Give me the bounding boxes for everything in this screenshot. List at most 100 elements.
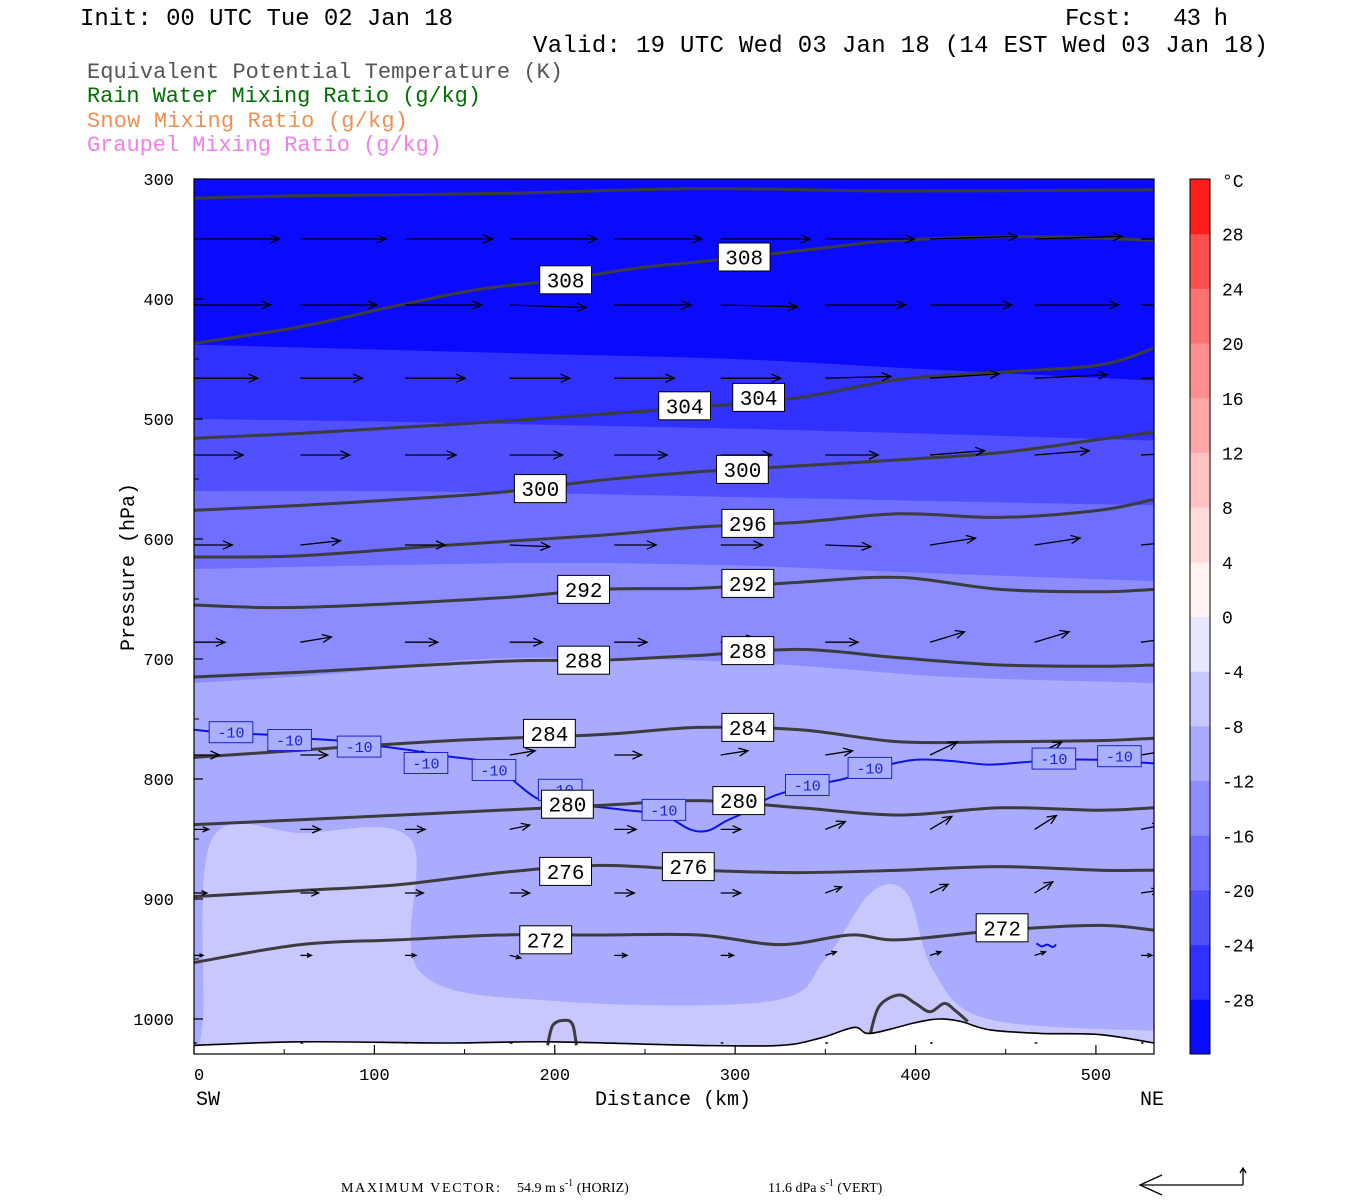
isotherm-label-text: -10 — [856, 761, 883, 778]
wind-vector-head — [1070, 534, 1082, 545]
isotherm-label-text: -10 — [412, 756, 439, 773]
y-tick-label: 800 — [143, 772, 174, 791]
wind-vector-head — [771, 373, 783, 383]
isotherm-label: -10 — [208, 721, 254, 744]
wind-vector-head — [930, 1042, 934, 1044]
max-vector-vertical: 11.6 dPa s-1 (VERT) — [768, 1178, 883, 1196]
wind-vector-head — [533, 637, 545, 647]
max-vector-horizontal: 54.9 m s-1 (HORIZ) — [517, 1178, 629, 1196]
wind-vector — [825, 234, 917, 244]
wind-vector-head — [831, 950, 838, 956]
wind-vector-head — [520, 822, 532, 832]
x-axis-left-end-label: SW — [196, 1089, 220, 1112]
theta-e-label-box — [721, 568, 775, 598]
wind-vector — [1140, 453, 1154, 456]
wind-vector — [720, 373, 783, 383]
wind-vector — [405, 373, 467, 383]
wind-vector-head — [1046, 814, 1058, 825]
wind-vector-shaft — [1034, 631, 1070, 643]
isotherm-label-text: -10 — [1040, 752, 1067, 769]
wind-vector-head — [732, 888, 743, 898]
wind-vector-head — [868, 450, 880, 460]
x-tick-label: 200 — [539, 1067, 570, 1086]
theta-e-label-text: 276 — [547, 863, 585, 886]
wind-vector — [1141, 1042, 1145, 1044]
max-vector-horizontal-value: 54.9 m s — [517, 1181, 565, 1196]
wind-vector-shaft — [1140, 639, 1154, 643]
wind-vector-head — [435, 540, 447, 550]
wind-vector-shaft — [825, 375, 891, 379]
max-vector-vertical-tag: (VERT) — [834, 1181, 883, 1196]
theta-e-contour — [194, 497, 1154, 559]
wind-vector-head — [721, 1042, 724, 1044]
wind-vector-head — [632, 750, 644, 760]
theta-e-label-text: 276 — [669, 858, 707, 881]
wind-vector — [825, 1042, 829, 1044]
wind-vector — [300, 825, 323, 834]
reference-vector-head — [1138, 1174, 1163, 1196]
wind-vector-head — [405, 1042, 409, 1044]
wind-vector-head — [194, 1042, 198, 1044]
theta-e-label-box — [716, 454, 769, 484]
theta-e-label: 308 — [539, 265, 593, 294]
wind-vector — [1140, 543, 1154, 546]
wind-vector — [194, 373, 260, 383]
terrain-fill — [194, 1018, 1154, 1054]
wind-vector-head — [340, 450, 352, 460]
wind-vector-head — [732, 825, 743, 834]
theta-e-label: 272 — [519, 925, 573, 955]
colorbar-tick-label: 0 — [1222, 610, 1233, 630]
wind-vector-shaft — [1140, 825, 1154, 831]
wind-vector-head — [521, 888, 532, 898]
wind-vector-head — [625, 888, 636, 898]
wind-vector — [929, 883, 950, 894]
theta-e-label-box — [732, 382, 786, 412]
reference-vector-arrow — [1138, 1166, 1247, 1196]
isotherm-label-text: -10 — [276, 733, 303, 750]
wind-vector-head — [306, 952, 314, 958]
wind-vector — [194, 826, 211, 833]
max-vector-horizontal-exponent: -1 — [565, 1178, 573, 1189]
theta-e-label: 308 — [717, 242, 771, 272]
wind-vector-head — [222, 540, 234, 550]
x-tick-label: 300 — [720, 1067, 751, 1086]
theta-e-label-box — [557, 645, 611, 675]
wind-vector-head — [835, 820, 847, 829]
theta-e-label-text: 288 — [565, 652, 603, 675]
wind-vector-shaft — [825, 820, 846, 831]
theta-e-label: 296 — [721, 508, 775, 538]
y-tick-label: 900 — [143, 892, 174, 911]
wind-vector-head — [1002, 300, 1014, 310]
wind-vector — [614, 373, 676, 383]
isotherm-label-box — [403, 752, 449, 774]
theta-e-label-text: 300 — [521, 480, 559, 503]
theta-e-label: 280 — [712, 786, 766, 816]
wind-vector — [929, 534, 978, 546]
wind-vector-head — [270, 234, 282, 244]
wind-vector-head — [318, 750, 330, 760]
wind-vector — [720, 825, 743, 834]
reference-vector-vertical-head — [1239, 1166, 1247, 1174]
x-tick-label: 0 — [194, 1067, 204, 1086]
isotherm-label-text: -10 — [650, 803, 677, 820]
colorbar-bin — [1190, 452, 1210, 508]
wind-vector — [825, 885, 844, 894]
wind-vector — [194, 890, 209, 896]
wind-vector-shaft — [1034, 951, 1046, 957]
wind-vector — [929, 231, 1019, 242]
wind-vector-head — [455, 373, 467, 383]
theta-e-label-box — [712, 786, 766, 816]
isotherm-label: -10 — [471, 759, 517, 781]
surface-line — [194, 1018, 1154, 1047]
wind-vector — [720, 1042, 724, 1044]
wind-vector — [194, 953, 205, 958]
wind-vector — [300, 300, 379, 310]
colorbar: 28 24 20 16 12 8 4 0 -4 -8 -12 -16 -20 -24 -28 — [1189, 178, 1254, 1055]
wind-vector — [825, 950, 838, 957]
theta-e-label: 300 — [513, 474, 567, 504]
wind-vector-shaft — [720, 304, 798, 308]
isotherm-label-box — [1031, 747, 1077, 770]
x-axis-title: Distance (km) — [595, 1089, 751, 1112]
wind-vector — [825, 637, 860, 647]
wind-vector-head — [1059, 629, 1071, 639]
